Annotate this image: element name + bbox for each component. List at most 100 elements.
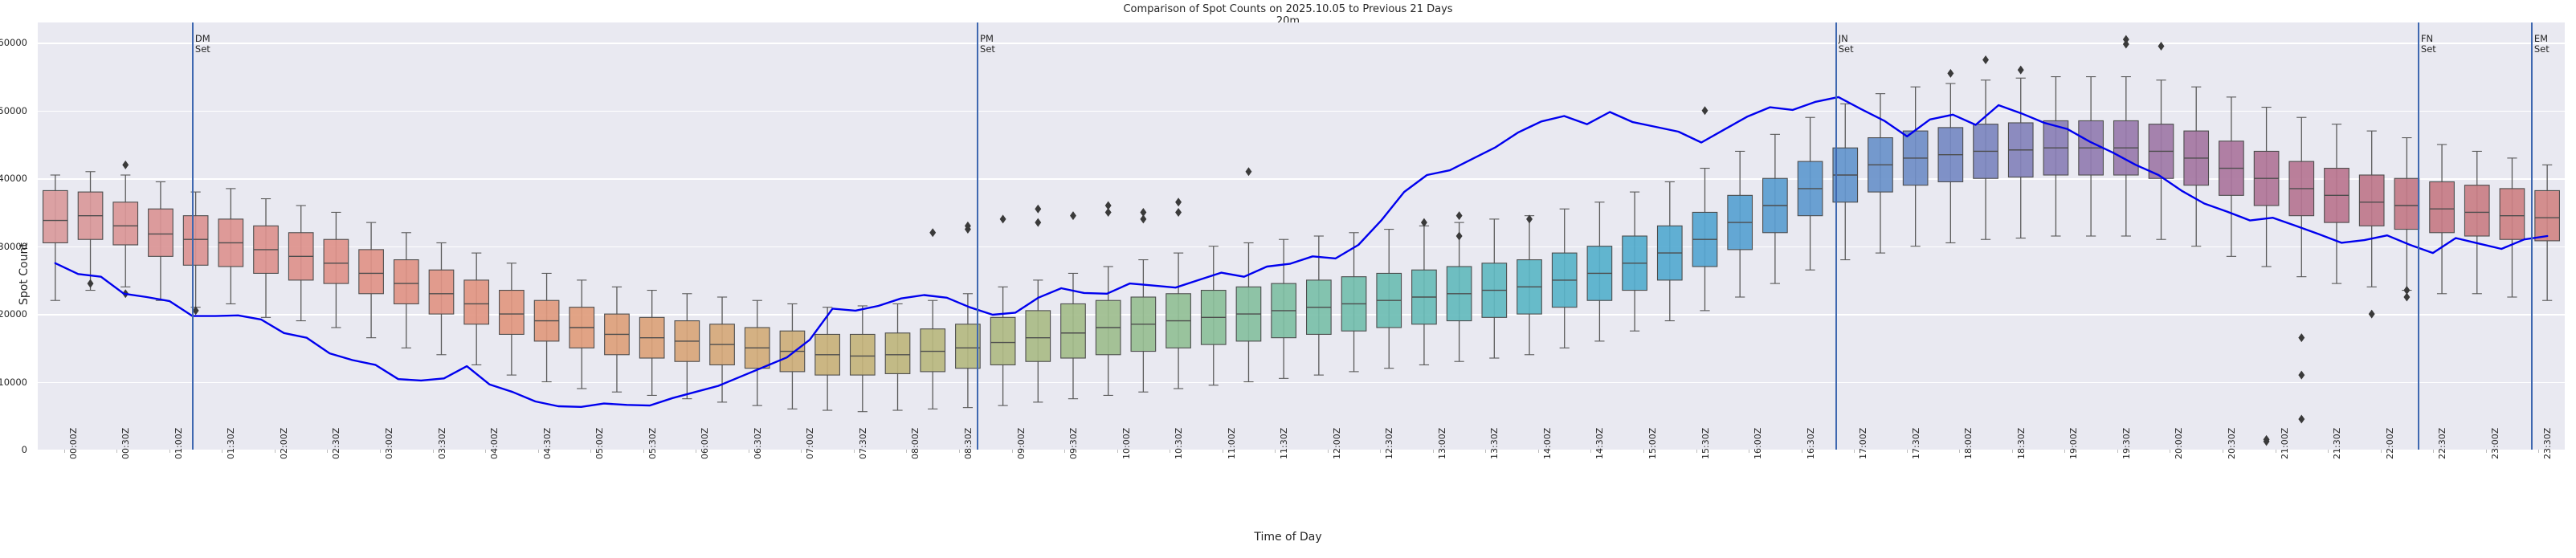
x-tick-mark	[853, 450, 855, 453]
boxplot-18:40Z	[2007, 65, 2034, 239]
boxplot-10:40Z	[1166, 198, 1191, 389]
boxplot-21:00Z	[2253, 107, 2280, 446]
x-tick-mark	[1696, 450, 1697, 453]
annotation-label-fn-set: FN Set	[2420, 33, 2436, 55]
boxplot-15:20Z	[1656, 181, 1683, 322]
outlier-marker	[2122, 35, 2129, 44]
boxplot-19:20Z	[2078, 76, 2104, 237]
outlier-marker	[2017, 65, 2024, 75]
boxplot-21:40Z	[2324, 124, 2349, 284]
boxplot-00:00Z	[43, 174, 68, 301]
x-tick-label: 16:30Z	[1805, 427, 1816, 459]
x-tick-mark	[2433, 450, 2435, 453]
x-tick-mark	[2538, 450, 2540, 453]
boxplot-11:40Z	[1271, 238, 1296, 379]
outlier-marker	[1420, 218, 1427, 227]
boxplot-16:20Z	[1762, 133, 1788, 284]
x-tick-mark	[2011, 450, 2013, 453]
boxplot-14:00Z	[1517, 214, 1542, 356]
x-tick-mark	[432, 450, 434, 453]
boxplot-14:20Z	[1551, 208, 1578, 348]
annotation-label-dm-set: DM Set	[194, 33, 210, 55]
x-tick-label: 21:00Z	[2279, 427, 2290, 459]
x-tick-label: 04:30Z	[541, 427, 553, 459]
x-tick-label: 00:30Z	[120, 427, 132, 459]
x-tick-mark	[1537, 450, 1539, 453]
boxplot-08:00Z	[884, 303, 911, 411]
x-tick-label: 14:30Z	[1594, 427, 1606, 459]
x-tick-label: 03:30Z	[436, 427, 447, 459]
boxplot-17:20Z	[1868, 93, 1893, 254]
y-tick-label: 0	[21, 444, 27, 455]
outlier-marker	[1701, 106, 1708, 116]
x-tick-mark	[1275, 450, 1276, 453]
x-tick-label: 08:30Z	[962, 427, 974, 459]
gridline-10000	[38, 381, 2565, 384]
x-tick-label: 19:00Z	[2068, 427, 2080, 459]
outlier-marker	[192, 306, 199, 316]
boxplot-11:20Z	[1235, 167, 1262, 383]
boxplot-23:20Z	[2499, 157, 2525, 298]
outlier-marker	[2403, 286, 2411, 295]
x-tick-mark	[1590, 450, 1592, 453]
outlier-marker	[2298, 370, 2305, 380]
current-day-line	[54, 96, 2549, 408]
outlier-marker	[1245, 167, 1252, 177]
outlier-marker	[1140, 214, 1147, 224]
x-tick-label: 13:30Z	[1489, 427, 1500, 459]
x-tick-mark	[1380, 450, 1382, 453]
outlier-marker	[1455, 211, 1463, 221]
x-tick-mark	[380, 450, 382, 453]
boxplot-18:00Z	[1937, 68, 1964, 243]
boxplot-12:20Z	[1341, 232, 1367, 373]
boxplot-17:40Z	[1902, 86, 1929, 247]
x-tick-label: 20:00Z	[2174, 427, 2185, 459]
x-tick-mark	[1959, 450, 1961, 453]
boxplot-14:40Z	[1586, 202, 1613, 342]
x-tick-label: 17:00Z	[1858, 427, 1869, 459]
boxplot-12:40Z	[1376, 229, 1402, 369]
boxplot-23:40Z	[2534, 164, 2560, 301]
y-tick-label: 30000	[0, 240, 27, 252]
boxplot-08:20Z	[920, 228, 946, 409]
y-tick-label: 60000	[0, 37, 27, 49]
outlier-marker	[999, 214, 1006, 224]
outlier-marker	[2298, 333, 2305, 343]
boxplot-06:00Z	[674, 293, 700, 400]
x-tick-label: 15:00Z	[1647, 427, 1659, 459]
x-tick-label: 00:00Z	[67, 427, 79, 459]
x-tick-mark	[2328, 450, 2329, 453]
x-tick-mark	[116, 450, 118, 453]
x-tick-mark	[801, 450, 802, 453]
boxplot-22:40Z	[2429, 144, 2455, 295]
x-tick-label: 01:30Z	[226, 427, 237, 459]
gridline-20000	[38, 314, 2565, 316]
boxplot-09:40Z	[1060, 211, 1086, 400]
x-tick-mark	[1117, 450, 1118, 453]
x-tick-mark	[906, 450, 908, 453]
boxplot-13:40Z	[1481, 218, 1508, 359]
outlier-marker	[2122, 39, 2129, 49]
outlier-marker	[1982, 55, 1990, 64]
outlier-marker	[2158, 42, 2165, 51]
boxplot-02:20Z	[288, 205, 314, 322]
boxplot-02:00Z	[253, 198, 279, 318]
outlier-marker	[2368, 309, 2375, 319]
x-axis-label: Time of Day	[1254, 531, 1322, 544]
plot-area	[38, 22, 2565, 450]
boxplot-canvas	[43, 35, 2560, 446]
annotation-label-pm-set: PM Set	[980, 33, 995, 55]
annotation-line-em-set	[2530, 22, 2533, 450]
x-tick-label: 15:30Z	[1700, 427, 1711, 459]
gridline-30000	[38, 246, 2565, 248]
boxplot-01:00Z	[148, 181, 174, 301]
x-tick-mark	[2117, 450, 2118, 453]
x-tick-label: 12:30Z	[1384, 427, 1395, 459]
x-tick-mark	[1327, 450, 1329, 453]
y-tick-label: 50000	[0, 104, 27, 116]
x-tick-mark	[537, 450, 539, 453]
x-tick-label: 21:30Z	[2332, 427, 2343, 459]
x-tick-label: 10:30Z	[1174, 427, 1185, 459]
x-tick-label: 19:30Z	[2121, 427, 2132, 459]
gridline-50000	[38, 110, 2565, 112]
